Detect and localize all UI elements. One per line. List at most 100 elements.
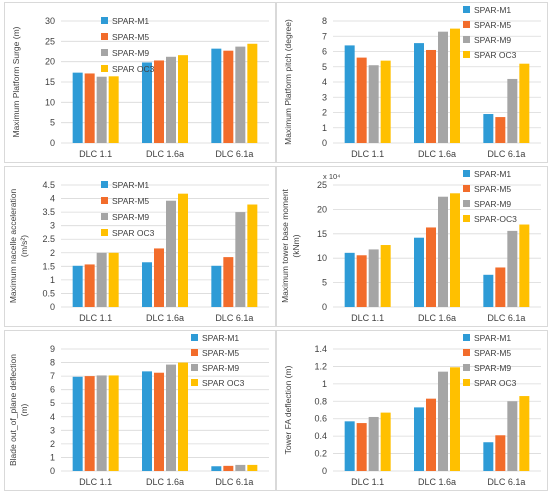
- y-tick-label: 4.5: [42, 180, 55, 190]
- bar-spar-m1: [72, 376, 83, 471]
- bar-spar-m9: [96, 252, 107, 307]
- y-tick-label: 1.5: [42, 261, 55, 271]
- bar-spar-m5: [356, 255, 367, 307]
- legend-label: SPAR-M5: [474, 184, 511, 194]
- legend-swatch: [463, 364, 470, 371]
- bar-spar-m5: [495, 435, 506, 471]
- bar-spar-m5: [154, 248, 164, 307]
- chart-panel-6: 0 0.2 0.4 0.6 0.8 1 1.2 1.4 Tower FA deflection …: [276, 330, 548, 491]
- bar-spar-m1: [142, 62, 152, 144]
- legend-swatch: [101, 181, 108, 188]
- y-tick-label: 1: [322, 123, 327, 133]
- y-tick-label: 2: [50, 248, 55, 258]
- bar-spar-oc3: [108, 76, 119, 143]
- bar-spar-oc3: [450, 367, 460, 471]
- bar-spar-m9: [235, 212, 246, 307]
- x-tick-label: DLC 1.6a: [418, 477, 456, 487]
- legend-label: SPAR OC3: [202, 378, 245, 388]
- bar-spar-m5: [495, 267, 506, 307]
- bar-spar-m1: [344, 45, 355, 143]
- legend-label: SPAR-M1: [474, 5, 511, 15]
- legend-label: SPAR-M9: [112, 48, 149, 58]
- bar-spar-oc3: [247, 204, 258, 307]
- bar-spar-m1: [211, 48, 222, 143]
- bar-spar-oc3: [178, 362, 188, 471]
- bar-spar-m1: [414, 407, 424, 471]
- bar-spar-m5: [84, 264, 95, 307]
- x-tick-label: DLC 1.1: [79, 313, 112, 323]
- bar-spar-oc3: [178, 193, 188, 307]
- bar-spar-oc3: [178, 55, 188, 143]
- bar-spar-m9: [235, 464, 246, 471]
- legend-label: SPAR-M1: [474, 333, 511, 343]
- y-tick-label: 1: [322, 379, 327, 389]
- legend-label: SPAR OC3: [112, 228, 155, 238]
- y-tick-label: 0.5: [42, 288, 55, 298]
- scale-note: x 10⁴: [323, 172, 340, 181]
- legend-label: SPAR-M9: [112, 212, 149, 222]
- y-tick-label: 4: [322, 77, 327, 87]
- bar-chart-3: 0 0.5 1 1.5 2 2.5 3 3.5 4 4.5 Maximum nacelle acce…: [8, 180, 269, 323]
- bar-spar-oc3: [450, 193, 460, 307]
- bar-spar-oc3: [108, 252, 119, 307]
- bar-spar-oc3: [108, 375, 119, 471]
- y-tick-label: 1: [50, 275, 55, 285]
- bar-spar-m9: [368, 249, 379, 307]
- bar-chart-2: 0 1 2 3 4 5 6 7 8 Maximum Platform pitch (degree)…: [283, 5, 541, 159]
- bar-chart-6: 0 0.2 0.4 0.6 0.8 1 1.2 1.4 Tower FA deflection …: [283, 333, 541, 487]
- legend-swatch: [463, 21, 470, 28]
- legend-swatch: [101, 33, 108, 40]
- legend-swatch: [463, 334, 470, 341]
- legend-label: SPAR-M5: [474, 20, 511, 30]
- bar-spar-m9: [438, 371, 448, 471]
- bar-spar-m9: [96, 375, 107, 471]
- legend-swatch: [191, 364, 198, 371]
- legend-label: SPAR-M1: [202, 333, 239, 343]
- legend-label: SPAR-M1: [112, 16, 149, 26]
- x-tick-label: DLC 1.1: [79, 149, 112, 159]
- legend-swatch: [463, 379, 470, 386]
- legend-label: SPAR OC3: [474, 50, 517, 60]
- y-axis-label: Maximum Platform pitch (degree): [283, 19, 293, 145]
- bar-spar-m1: [344, 421, 355, 471]
- bar-spar-m5: [356, 423, 367, 471]
- legend-swatch: [463, 6, 470, 13]
- y-tick-label: 15: [317, 229, 327, 239]
- y-tick-label: 5: [50, 118, 55, 128]
- chart-panel-4: 0 5 10 15 20 25 Maximum tower base moment (kNm)…: [276, 166, 548, 327]
- bar-spar-m5: [356, 57, 367, 143]
- legend-swatch: [191, 334, 198, 341]
- bar-spar-m9: [438, 31, 448, 143]
- y-axis-label: Tower FA deflection (m): [283, 365, 293, 454]
- bar-chart-1: 0 5 10 15 20 25 30 Maximum Platform Surge (m) DL…: [11, 16, 269, 159]
- y-tick-label: 0: [50, 302, 55, 312]
- legend-label: SPAR-M5: [112, 32, 149, 42]
- y-tick-label: 3: [50, 221, 55, 231]
- bar-spar-m1: [483, 114, 494, 143]
- bar-spar-m1: [142, 371, 152, 471]
- y-tick-label: 1.2: [314, 361, 327, 371]
- y-tick-label: 0: [322, 138, 327, 148]
- bar-spar-oc3: [380, 245, 391, 307]
- bar-spar-m5: [426, 49, 436, 143]
- bar-spar-m5: [84, 73, 95, 143]
- bar-spar-m5: [223, 257, 234, 307]
- y-tick-label: 0.2: [314, 449, 327, 459]
- bar-spar-oc3: [519, 224, 530, 307]
- y-tick-label: 8: [50, 358, 55, 368]
- bar-spar-m9: [507, 230, 518, 307]
- y-tick-label: 9: [50, 344, 55, 354]
- y-tick-label: 2: [50, 439, 55, 449]
- chart-panel-5: 0 1 2 3 4 5 6 7 8 9 Blade out_of_plane deflection(…: [4, 330, 276, 491]
- legend-label: SPAR-M5: [202, 348, 239, 358]
- bar-spar-m9: [166, 364, 176, 471]
- legend-swatch: [463, 215, 470, 222]
- bar-spar-m9: [166, 200, 176, 307]
- bar-spar-m9: [368, 416, 379, 471]
- bar-spar-m1: [414, 43, 424, 143]
- y-tick-label: 0: [50, 138, 55, 148]
- legend-label: SPAR-M5: [112, 196, 149, 206]
- legend-label: SPAR-M5: [474, 348, 511, 358]
- bar-spar-m9: [507, 78, 518, 143]
- y-axis-label: Maximum Platform Surge (m): [11, 26, 21, 137]
